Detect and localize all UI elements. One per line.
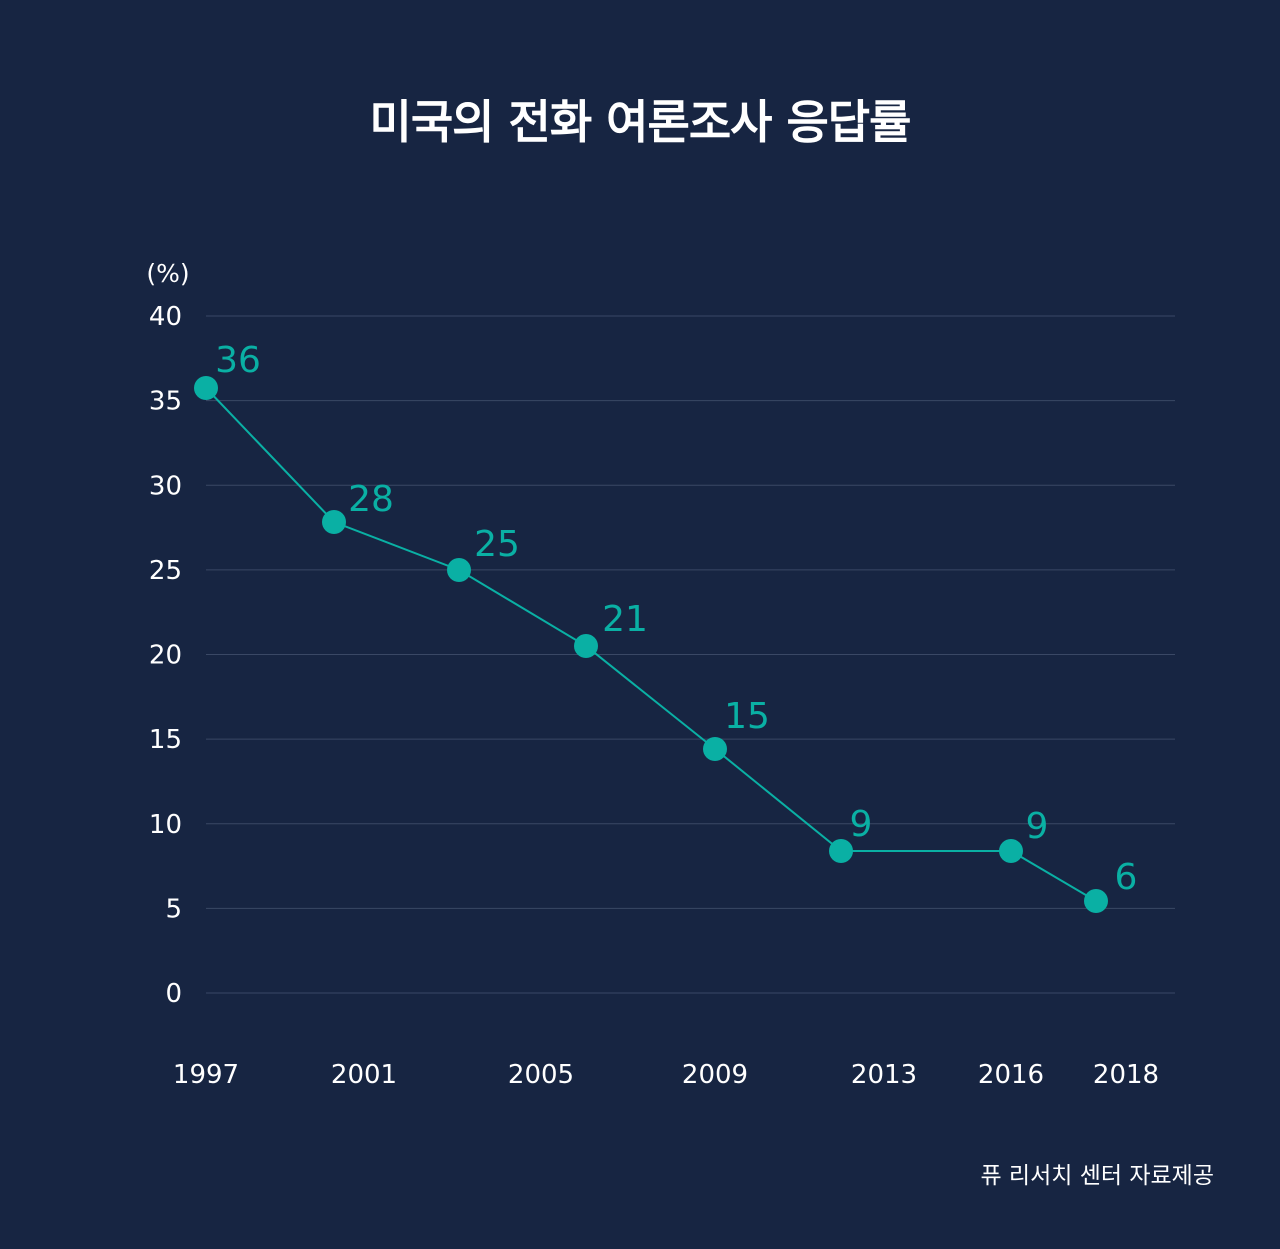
x-tick-label: 2009 xyxy=(682,1060,748,1090)
data-label-2016: 9 xyxy=(1026,806,1049,847)
y-tick-label: 10 xyxy=(149,810,182,840)
data-label-2018: 6 xyxy=(1115,857,1138,898)
y-tick-label: 25 xyxy=(149,556,182,586)
y-tick-label: 30 xyxy=(149,471,182,501)
y-tick-label: 40 xyxy=(149,302,182,332)
data-point-2012 xyxy=(829,839,853,863)
data-label-1997: 36 xyxy=(215,340,261,381)
data-point-2016 xyxy=(999,839,1023,863)
x-tick-label: 1997 xyxy=(173,1060,239,1090)
y-tick-label: 0 xyxy=(165,979,182,1009)
x-tick-label: 2018 xyxy=(1093,1060,1159,1090)
x-tick-label: 2013 xyxy=(851,1060,917,1090)
y-tick-label: 15 xyxy=(149,725,182,755)
x-tick-label: 2016 xyxy=(978,1060,1044,1090)
data-point-2003 xyxy=(447,558,471,582)
y-tick-label: 20 xyxy=(149,641,182,671)
data-label-2006: 21 xyxy=(602,599,648,640)
data-point-1997 xyxy=(194,376,218,400)
y-tick-label: 35 xyxy=(149,387,182,417)
data-label-2012: 9 xyxy=(850,804,873,845)
y-axis-unit-label: (%) xyxy=(146,259,189,288)
data-label-2000: 28 xyxy=(348,479,394,520)
source-credit: 퓨 리서치 센터 자료제공 xyxy=(980,1163,1214,1189)
data-point-2018 xyxy=(1084,889,1108,913)
y-tick-label: 5 xyxy=(165,894,182,924)
data-point-2000 xyxy=(322,510,346,534)
x-tick-label: 2005 xyxy=(508,1060,574,1090)
series-line xyxy=(205,387,1097,902)
chart-title: 미국의 전화 여론조사 응답률 xyxy=(369,95,912,149)
data-point-2006 xyxy=(574,634,598,658)
x-tick-label: 2001 xyxy=(331,1060,397,1090)
data-label-2009: 15 xyxy=(724,696,770,737)
data-label-2003: 25 xyxy=(474,524,520,565)
data-point-2009 xyxy=(703,737,727,761)
